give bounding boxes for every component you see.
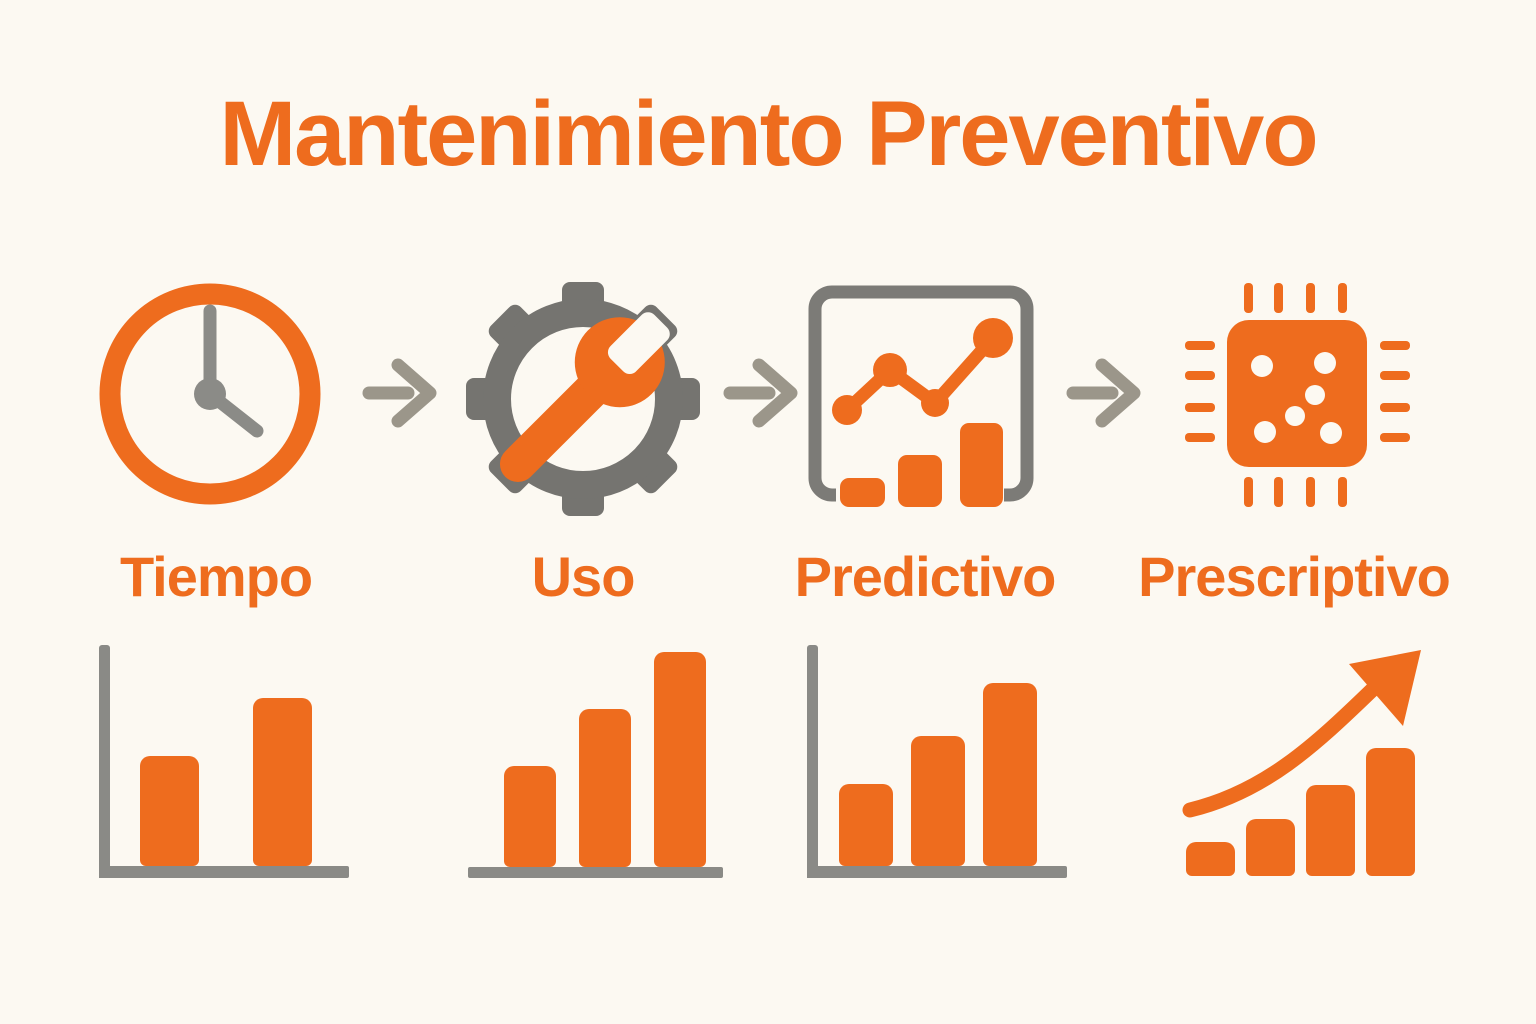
x-axis xyxy=(807,866,1067,878)
right-arrow-icon xyxy=(1066,358,1146,433)
bar-group xyxy=(99,645,349,866)
bar xyxy=(1366,748,1415,876)
bar xyxy=(579,709,631,867)
stage-label-prescriptivo: Prescriptivo xyxy=(1138,545,1451,608)
x-axis xyxy=(468,867,723,878)
bar-chart-tiempo xyxy=(99,645,349,878)
x-axis xyxy=(99,866,349,878)
bar xyxy=(983,682,1037,866)
bar xyxy=(654,652,706,867)
bar-group xyxy=(468,648,723,867)
bar-chart-uso xyxy=(468,648,723,878)
bar-group xyxy=(1165,630,1425,876)
bar xyxy=(839,784,893,866)
gear-wrench-icon xyxy=(463,279,703,524)
bar-chart-predictivo xyxy=(807,645,1067,878)
microchip-icon xyxy=(1180,278,1415,518)
right-arrow-icon xyxy=(723,358,803,433)
right-arrow-icon xyxy=(362,358,442,433)
bar-chart-prescriptivo xyxy=(1165,630,1425,880)
bar xyxy=(911,735,965,866)
stage-label-predictivo: Predictivo xyxy=(794,545,1057,608)
stage-label-tiempo: Tiempo xyxy=(119,545,313,608)
stage-label-uso: Uso xyxy=(531,545,636,608)
bar xyxy=(504,766,556,867)
bar xyxy=(140,755,199,866)
bar xyxy=(1186,841,1235,876)
bar-group xyxy=(807,645,1067,866)
y-axis xyxy=(99,645,110,878)
y-axis xyxy=(807,645,818,878)
line-and-bar-chart-icon xyxy=(800,280,1035,520)
bar xyxy=(1246,819,1295,876)
page-title: Mantenimiento Preventivo xyxy=(219,83,1318,185)
bar xyxy=(1306,784,1355,876)
bar xyxy=(253,698,312,866)
clock-icon xyxy=(97,281,323,512)
